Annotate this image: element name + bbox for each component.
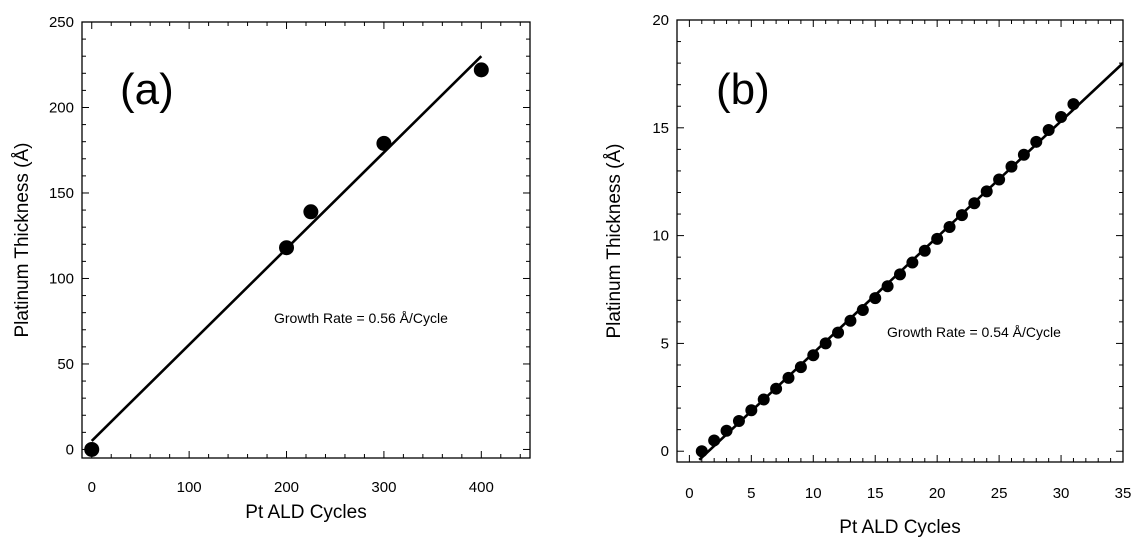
data-point (745, 404, 758, 417)
x-tick-label: 10 (805, 485, 822, 502)
y-tick-label: 0 (661, 443, 669, 460)
data-point (906, 256, 919, 269)
x-tick-label: 35 (1115, 485, 1132, 502)
data-point (856, 303, 869, 316)
y-tick-label: 50 (57, 356, 74, 373)
data-point (1067, 98, 1080, 111)
x-tick-label: 0 (685, 485, 693, 502)
x-tick-label: 300 (371, 479, 396, 496)
data-point (844, 314, 857, 327)
data-point (968, 197, 981, 210)
x-tick-label: 25 (991, 485, 1008, 502)
data-point (1017, 148, 1030, 161)
data-point (770, 382, 783, 395)
data-point (376, 135, 392, 151)
y-tick-label: 100 (49, 270, 74, 287)
data-point (1042, 123, 1055, 136)
x-tick-label: 20 (929, 485, 946, 502)
x-tick-label: 400 (469, 479, 494, 496)
data-point (881, 280, 894, 293)
x-tick-label: 0 (88, 479, 96, 496)
data-point (832, 326, 845, 339)
data-point (894, 268, 906, 281)
data-point (757, 393, 770, 406)
y-tick-label: 10 (652, 228, 669, 245)
x-tick-label: 200 (274, 479, 299, 496)
chart-a: 0 100 200 300 400 0 50 100 150 200 250 Pt ALD Cycle… (12, 14, 531, 523)
y-tick-label: 200 (49, 99, 74, 116)
data-point (84, 441, 100, 457)
y-tick-label: 0 (66, 441, 74, 458)
data-point (980, 185, 993, 198)
y-axis-label: Platinum Thickness (Å) (604, 144, 625, 339)
y-axis-label: Platinum Thickness (Å) (12, 143, 33, 338)
data-point (869, 292, 882, 305)
data-point (1030, 135, 1043, 148)
growth-rate-annotation: Growth Rate = 0.54 Å/Cycle (887, 324, 1061, 340)
data-point (695, 445, 708, 458)
data-point (918, 244, 931, 257)
x-tick-label: 30 (1053, 485, 1070, 502)
data-point (819, 337, 832, 350)
data-point (732, 415, 745, 428)
x-tick-label: 15 (867, 485, 884, 502)
data-point (931, 232, 944, 245)
data-point (782, 371, 795, 384)
y-tick-label: 20 (652, 12, 669, 29)
data-point (279, 240, 295, 256)
y-tick-label: 150 (49, 185, 74, 202)
y-tick-label: 15 (652, 120, 669, 137)
x-tick-label: 5 (747, 485, 755, 502)
data-point (807, 349, 820, 362)
data-point (1055, 111, 1068, 124)
data-point (993, 173, 1006, 186)
data-point (303, 204, 319, 220)
x-axis-label: Pt ALD Cycles (245, 502, 366, 523)
data-point (794, 361, 807, 374)
chart-b: 0 5 10 15 20 25 30 35 0 5 10 15 20 Pt ALD Cycles Plati… (604, 12, 1132, 538)
panel-label: (b) (716, 65, 770, 114)
data-point (943, 220, 956, 233)
y-tick-label: 5 (661, 335, 669, 352)
data-point (955, 209, 968, 222)
x-tick-label: 100 (177, 479, 202, 496)
data-point (708, 434, 721, 447)
x-axis-label: Pt ALD Cycles (839, 517, 960, 538)
panel-label: (a) (120, 65, 174, 114)
data-point (1005, 160, 1018, 173)
data-point (720, 424, 733, 437)
data-point (473, 62, 489, 78)
y-tick-label: 250 (49, 14, 74, 31)
growth-rate-annotation: Growth Rate = 0.56 Å/Cycle (274, 310, 448, 326)
